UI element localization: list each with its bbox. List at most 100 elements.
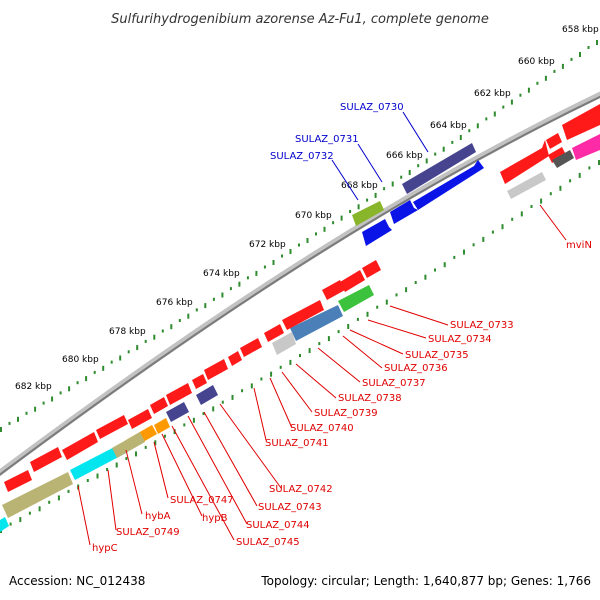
scale-tick: [408, 170, 411, 175]
gene-feature[interactable]: [338, 285, 374, 312]
gene-label[interactable]: SULAZ_0737: [362, 378, 426, 389]
gene-feature[interactable]: [352, 201, 384, 226]
genome-summary-text: Topology: circular; Length: 1,640,877 bp…: [260, 574, 591, 588]
gene-label[interactable]: SULAZ_0733: [450, 320, 514, 331]
scale-tick: [493, 111, 496, 117]
leader-line: [349, 329, 404, 355]
gene-feature[interactable]: [290, 305, 343, 341]
scale-tick: [136, 345, 139, 351]
scale-tick: [540, 198, 543, 204]
gene-label[interactable]: SULAZ_0741: [265, 438, 329, 449]
gene-feature[interactable]: [128, 409, 152, 429]
leader-line: [317, 347, 361, 383]
scale-tick: [569, 179, 572, 183]
scale-tick: [434, 152, 437, 156]
gene-feature[interactable]: [272, 332, 296, 355]
gene-label[interactable]: hypC: [92, 543, 118, 554]
scale-label: 670 kbp: [295, 211, 332, 221]
gene-feature[interactable]: [166, 402, 189, 422]
gene-label[interactable]: SULAZ_0749: [116, 527, 180, 538]
scale-tick: [260, 377, 263, 381]
scale-label: 664 kbp: [430, 121, 467, 131]
gene-label[interactable]: SULAZ_0734: [428, 334, 492, 345]
scale-tick: [424, 274, 427, 280]
scale-tick: [51, 396, 54, 402]
scale-tick: [578, 172, 581, 178]
gene-label[interactable]: SULAZ_0738: [338, 393, 402, 404]
gene-feature[interactable]: [572, 134, 600, 160]
gene-label[interactable]: SULAZ_0730: [340, 102, 404, 113]
gene-feature[interactable]: [548, 147, 566, 163]
leader-line: [153, 441, 169, 499]
gene-feature[interactable]: [552, 150, 574, 168]
gene-label[interactable]: SULAZ_0736: [384, 363, 448, 374]
gene-feature[interactable]: [390, 200, 418, 224]
gene-feature[interactable]: [2, 472, 73, 518]
gene-feature[interactable]: [204, 359, 228, 380]
gene-label[interactable]: SULAZ_0743: [258, 502, 322, 513]
scale-tick: [405, 287, 408, 293]
gene-feature[interactable]: [228, 351, 242, 366]
gene-feature[interactable]: [402, 143, 476, 194]
gene-feature[interactable]: [0, 517, 9, 532]
gene-label[interactable]: SULAZ_0735: [405, 350, 469, 361]
scale-tick: [255, 270, 258, 276]
scale-tick: [561, 63, 564, 69]
gene-feature[interactable]: [500, 140, 549, 184]
leader-line: [161, 433, 203, 517]
gene-feature[interactable]: [282, 300, 324, 330]
gene-feature[interactable]: [192, 374, 207, 389]
accession-text: Accession: NC_012438: [9, 574, 145, 588]
gene-feature[interactable]: [154, 418, 170, 434]
scale-tick: [238, 281, 241, 287]
scale-tick: [468, 129, 471, 133]
gene-feature[interactable]: [507, 172, 546, 199]
gene-label[interactable]: mviN: [566, 240, 592, 251]
gene-label[interactable]: SULAZ_0739: [314, 408, 378, 419]
gene-label[interactable]: SULAZ_0744: [246, 520, 310, 531]
gene-label[interactable]: SULAZ_0731: [295, 134, 359, 145]
gene-label[interactable]: hypB: [202, 513, 228, 524]
leader-line: [269, 377, 293, 429]
gene-label[interactable]: SULAZ_0742: [269, 484, 333, 495]
gene-feature[interactable]: [562, 104, 600, 140]
gene-feature[interactable]: [340, 270, 365, 292]
scale-tick: [127, 350, 130, 354]
scale-tick: [596, 40, 598, 45]
gene-feature[interactable]: [62, 432, 98, 460]
gene-feature[interactable]: [150, 397, 168, 414]
scale-label: 678 kbp: [109, 327, 146, 337]
gene-label[interactable]: hybA: [145, 511, 171, 522]
gene-label[interactable]: SULAZ_0732: [270, 151, 334, 162]
scale-tick: [357, 204, 360, 210]
scale-tick: [195, 308, 198, 312]
gene-feature[interactable]: [322, 280, 345, 300]
scale-tick: [298, 243, 300, 247]
gene-label[interactable]: SULAZ_0740: [290, 423, 354, 434]
scale-tick: [279, 365, 282, 369]
gene-feature[interactable]: [196, 385, 218, 405]
gene-label[interactable]: SULAZ_0747: [170, 495, 234, 506]
scale-tick: [263, 265, 266, 269]
gene-feature[interactable]: [264, 324, 284, 342]
leader-line: [203, 411, 258, 507]
scale-tick: [502, 105, 505, 109]
scale-tick: [472, 243, 475, 247]
gene-label[interactable]: SULAZ_0745: [236, 537, 300, 548]
gene-feature[interactable]: [362, 219, 392, 246]
gene-feature[interactable]: [362, 260, 381, 278]
gene-feature[interactable]: [70, 442, 128, 480]
gene-feature[interactable]: [30, 447, 62, 472]
scale-tick: [221, 292, 224, 298]
scale-tick: [299, 354, 301, 357]
gene-feature[interactable]: [240, 338, 262, 357]
gene-feature[interactable]: [413, 160, 484, 210]
gene-feature[interactable]: [96, 415, 128, 439]
gene-feature[interactable]: [4, 470, 32, 492]
scale-tick: [187, 313, 190, 319]
gene-feature[interactable]: [166, 383, 192, 405]
scale-tick: [459, 135, 462, 140]
gene-feature[interactable]: [546, 133, 562, 149]
gene-feature[interactable]: [112, 432, 145, 458]
